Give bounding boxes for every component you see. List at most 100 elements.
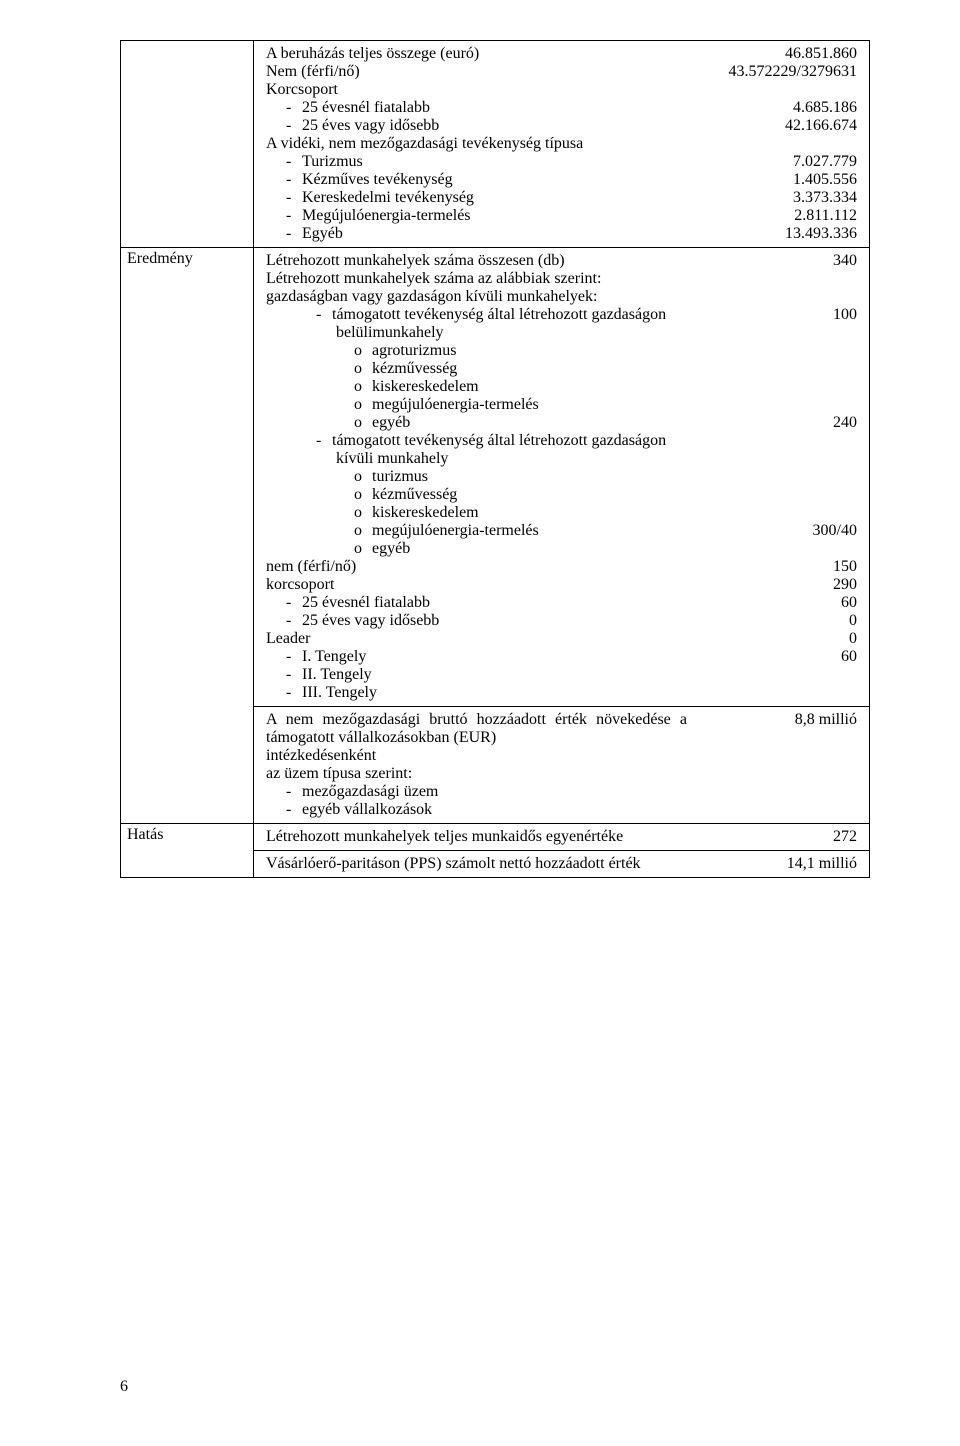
section2a-text: kézművesség [266, 486, 687, 504]
section2a-text: Létrehozott munkahelyek száma összesen (… [266, 252, 687, 270]
section2a-text: korcsoport [266, 576, 687, 594]
section2b-text: egyéb vállalkozások [266, 801, 687, 819]
section2b-row: intézkedésenként [266, 747, 857, 765]
section1-value: 4.685.186 [687, 99, 857, 117]
section1-row: A vidéki, nem mezőgazdasági tevékenység … [266, 135, 857, 153]
section2a-row: II. Tengely [266, 666, 857, 684]
section2a-text: turizmus [266, 468, 687, 486]
section2a-row: turizmus [266, 468, 857, 486]
section1-row: Kézműves tevékenység1.405.556 [266, 171, 857, 189]
section2b-value: 8,8 millió [687, 711, 857, 729]
section2a-row: gazdaságban vagy gazdaságon kívüli munka… [266, 288, 857, 306]
section1-value: 46.851.860 [687, 45, 857, 63]
section1-row: Nem (férfi/nő)43.572229/3279631 [266, 63, 857, 81]
section1-text: Kézműves tevékenység [266, 171, 687, 189]
section2a-row: III. Tengely [266, 684, 857, 702]
hatas-label: Hatás [127, 826, 163, 843]
section2a-row: 25 évesnél fiatalabb60 [266, 594, 857, 612]
section2a-row: I. Tengely60 [266, 648, 857, 666]
section2a-value: 0 [687, 630, 857, 648]
section1-row: Turizmus7.027.779 [266, 153, 857, 171]
section1-value: 42.166.674 [687, 117, 857, 135]
section2a-text: kiskereskedelem [266, 504, 687, 522]
section1-row: Megújulóenergia-termelés2.811.112 [266, 207, 857, 225]
section2a-text: 25 éves vagy idősebb [266, 612, 687, 630]
hatas-row-2-text: Vásárlóerő-paritáson (PPS) számolt nettó… [266, 855, 687, 873]
section2a-row: megújulóenergia-termelés [266, 396, 857, 414]
section2a-text: nem (férfi/nő) [266, 558, 687, 576]
section2b-row: mezőgazdasági üzem [266, 783, 857, 801]
hatas-row-1: Létrehozott munkahelyek teljes munkaidős… [254, 824, 870, 851]
section2a-content: Létrehozott munkahelyek száma összesen (… [254, 248, 870, 707]
hatas-row-2: Vásárlóerő-paritáson (PPS) számolt nettó… [254, 851, 870, 878]
section1-text: 25 éves vagy idősebb [266, 117, 687, 135]
section1-text: A vidéki, nem mezőgazdasági tevékenység … [266, 135, 687, 153]
section2a-value: 0 [687, 612, 857, 630]
section2a-row: Leader0 [266, 630, 857, 648]
section2a-row: Létrehozott munkahelyek száma az alábbia… [266, 270, 857, 288]
hatas-label-cell: Hatás [121, 824, 254, 878]
hatas-row-1-text: Létrehozott munkahelyek teljes munkaidős… [266, 828, 687, 846]
section2a-value: 60 [687, 648, 857, 666]
section1-row: Korcsoport [266, 81, 857, 99]
section1-row: Kereskedelmi tevékenység3.373.334 [266, 189, 857, 207]
section2b-row: A nem mezőgazdasági bruttó hozzáadott ér… [266, 711, 857, 747]
section1-label-cell [121, 41, 254, 248]
section2a-row: nem (férfi/nő)150 [266, 558, 857, 576]
section2a-text: egyéb [266, 540, 687, 558]
section2a-row: egyéb [266, 540, 857, 558]
section1-text: Turizmus [266, 153, 687, 171]
section2a-row: egyéb240 [266, 414, 857, 432]
section1-row: 25 évesnél fiatalabb4.685.186 [266, 99, 857, 117]
section1-content: A beruházás teljes összege (euró)46.851.… [254, 41, 870, 248]
section2b-row: az üzem típusa szerint: [266, 765, 857, 783]
section1-text: 25 évesnél fiatalabb [266, 99, 687, 117]
section1-text: Nem (férfi/nő) [266, 63, 687, 81]
section2a-text: támogatott tevékenység által létrehozott… [266, 432, 687, 468]
section2a-text: I. Tengely [266, 648, 687, 666]
section2a-text: kiskereskedelem [266, 378, 687, 396]
eredmeny-label-cell: Eredmény [121, 248, 254, 824]
section2a-text: III. Tengely [266, 684, 687, 702]
section2b-text: az üzem típusa szerint: [266, 765, 687, 783]
section2a-value: 290 [687, 576, 857, 594]
section2b-text: mezőgazdasági üzem [266, 783, 687, 801]
section2a-text: támogatott tevékenység által létrehozott… [266, 306, 687, 342]
section2a-value: 150 [687, 558, 857, 576]
section2a-value: 300/40 [687, 522, 857, 540]
section2a-row: Létrehozott munkahelyek száma összesen (… [266, 252, 857, 270]
section1-value: 43.572229/3279631 [687, 63, 857, 81]
section2a-text: agroturizmus [266, 342, 687, 360]
section2a-text: kézművesség [266, 360, 687, 378]
section2b-content: A nem mezőgazdasági bruttó hozzáadott ér… [254, 707, 870, 824]
section2b-text: A nem mezőgazdasági bruttó hozzáadott ér… [266, 711, 687, 747]
section2a-row: agroturizmus [266, 342, 857, 360]
section2a-value: 100 [687, 306, 857, 324]
section2a-row: kiskereskedelem [266, 504, 857, 522]
section1-text: Egyéb [266, 225, 687, 243]
section2a-text: egyéb [266, 414, 687, 432]
section2a-text: Létrehozott munkahelyek száma az alábbia… [266, 270, 687, 288]
data-table: A beruházás teljes összege (euró)46.851.… [120, 40, 870, 878]
section2a-row: kézművesség [266, 486, 857, 504]
section2a-text: gazdaságban vagy gazdaságon kívüli munka… [266, 288, 687, 306]
section1-text: Korcsoport [266, 81, 687, 99]
section1-value: 2.811.112 [687, 207, 857, 225]
section1-row: Egyéb13.493.336 [266, 225, 857, 243]
section1-row: A beruházás teljes összege (euró)46.851.… [266, 45, 857, 63]
section2a-value: 340 [687, 252, 857, 270]
section1-text: Megújulóenergia-termelés [266, 207, 687, 225]
eredmeny-label: Eredmény [127, 250, 193, 267]
section2a-row: kézművesség [266, 360, 857, 378]
section2a-row: kiskereskedelem [266, 378, 857, 396]
section2a-text: 25 évesnél fiatalabb [266, 594, 687, 612]
section2b-text: intézkedésenként [266, 747, 687, 765]
section2a-text: megújulóenergia-termelés [266, 522, 687, 540]
section2a-row: támogatott tevékenység által létrehozott… [266, 432, 857, 468]
section2b-row: egyéb vállalkozások [266, 801, 857, 819]
section1-row: 25 éves vagy idősebb42.166.674 [266, 117, 857, 135]
hatas-row-2-val: 14,1 millió [687, 855, 857, 873]
section2a-row: megújulóenergia-termelés300/40 [266, 522, 857, 540]
section2a-value: 60 [687, 594, 857, 612]
hatas-row-1-val: 272 [687, 828, 857, 846]
